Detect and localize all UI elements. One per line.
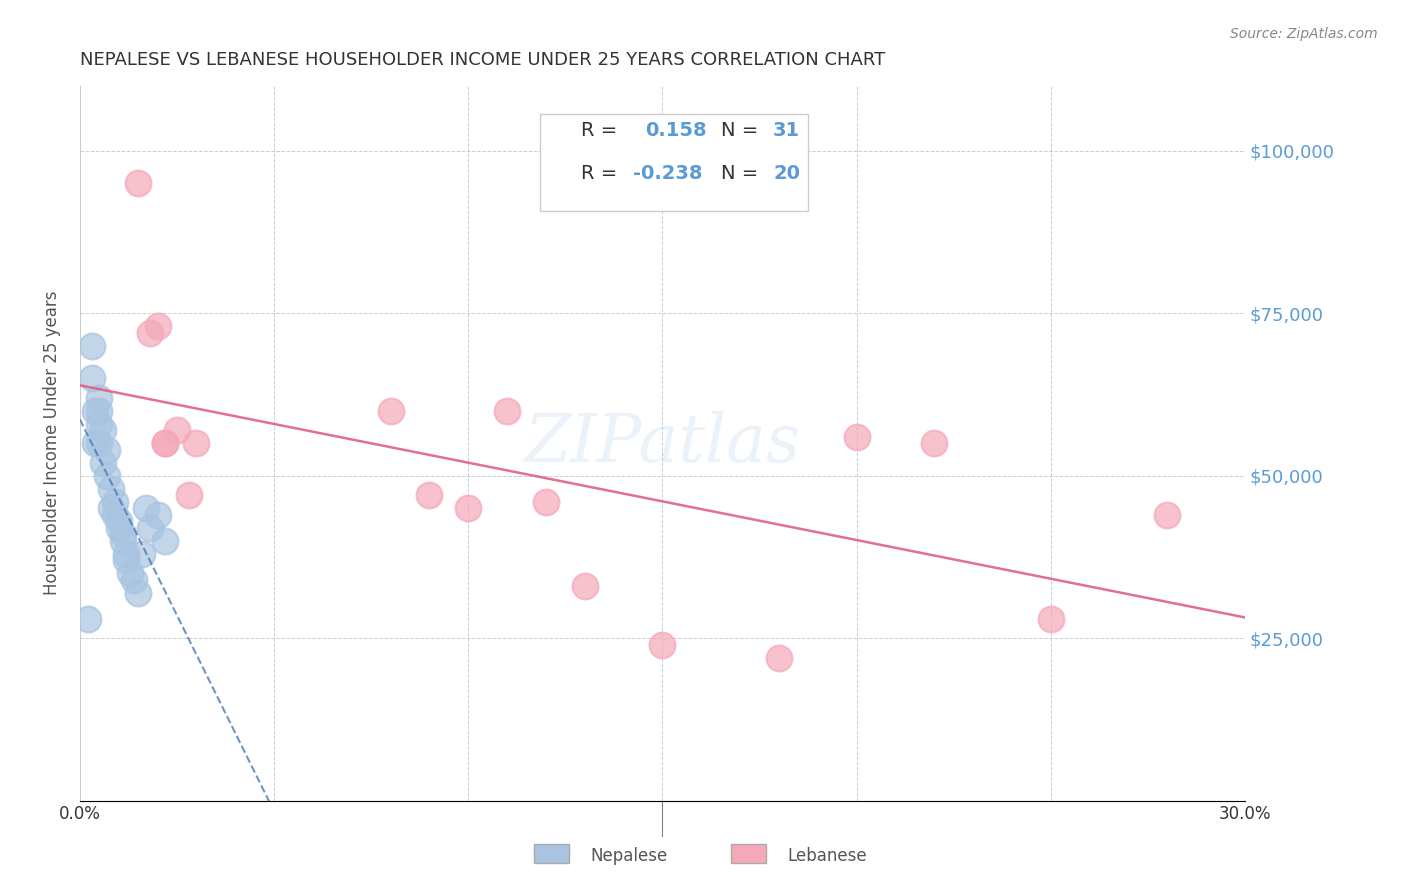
Text: -0.238: -0.238 (633, 164, 703, 183)
Text: ZIPatlas: ZIPatlas (524, 410, 800, 475)
Point (418, 488, 440, 502)
Point (768, 650, 790, 665)
Text: NEPALESE VS LEBANESE HOUSEHOLDER INCOME UNDER 25 YEARS CORRELATION CHART: NEPALESE VS LEBANESE HOUSEHOLDER INCOME … (80, 51, 886, 69)
Point (89, 436, 111, 450)
Point (127, 176, 149, 190)
Text: Nepalese: Nepalese (591, 847, 668, 865)
Point (127, 585, 149, 599)
Text: N =: N = (721, 121, 758, 140)
Point (80, 371, 103, 385)
Point (131, 547, 153, 561)
Point (111, 533, 134, 548)
Point (89, 417, 111, 431)
Point (146, 508, 169, 522)
Point (96, 468, 118, 483)
Point (1156, 508, 1178, 522)
Point (100, 482, 122, 496)
Text: 20: 20 (773, 164, 800, 183)
Text: R =: R = (581, 164, 617, 183)
Point (155, 436, 177, 450)
Point (80, 338, 103, 352)
Point (104, 508, 127, 522)
Point (155, 533, 177, 548)
Point (104, 494, 127, 508)
Point (89, 391, 111, 405)
Point (91, 456, 114, 470)
Point (845, 429, 868, 443)
Text: 31: 31 (773, 121, 800, 140)
FancyBboxPatch shape (551, 166, 578, 203)
Point (380, 403, 402, 417)
Y-axis label: Householder Income Under 25 years: Householder Income Under 25 years (44, 291, 60, 595)
Text: R =: R = (581, 121, 617, 140)
Point (166, 423, 188, 437)
Point (89, 403, 111, 417)
Text: 0.158: 0.158 (645, 121, 707, 140)
Text: N =: N = (721, 164, 758, 183)
Point (186, 436, 208, 450)
Point (115, 547, 138, 561)
Point (107, 514, 129, 528)
Point (651, 638, 673, 652)
Point (76, 611, 98, 625)
FancyBboxPatch shape (540, 114, 808, 211)
Text: Lebanese: Lebanese (787, 847, 868, 865)
Point (111, 527, 134, 541)
Point (457, 501, 479, 516)
Point (96, 442, 118, 457)
Point (496, 403, 519, 417)
FancyBboxPatch shape (551, 123, 578, 161)
Point (135, 501, 157, 516)
Point (139, 520, 162, 534)
Point (115, 553, 138, 567)
Point (534, 494, 557, 508)
Point (139, 326, 162, 340)
Point (146, 319, 169, 334)
Point (107, 520, 129, 534)
Point (120, 566, 142, 580)
Text: Source: ZipAtlas.com: Source: ZipAtlas.com (1230, 27, 1378, 41)
Point (155, 436, 177, 450)
Point (84, 436, 107, 450)
Point (84, 403, 107, 417)
Point (100, 501, 122, 516)
Point (924, 436, 946, 450)
Point (1039, 611, 1062, 625)
Point (122, 573, 145, 587)
Point (177, 488, 200, 502)
Point (91, 423, 114, 437)
Point (574, 579, 596, 593)
